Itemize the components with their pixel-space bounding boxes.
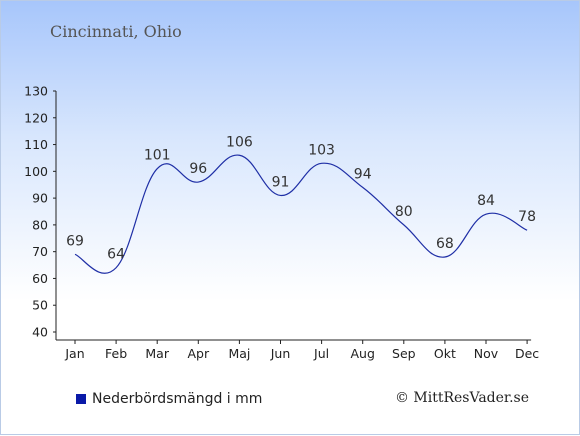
data-point (443, 256, 446, 259)
y-tick-label: 90 (32, 191, 48, 206)
legend-label: Nederbördsmängd i mm (92, 391, 263, 407)
y-tick-label: 130 (24, 84, 48, 99)
y-tick-label: 50 (32, 298, 48, 313)
x-tick-label: Apr (187, 346, 209, 361)
data-label: 80 (395, 204, 413, 220)
data-point (485, 213, 488, 216)
credit-text: © MittResVader.se (394, 390, 529, 406)
x-tick-label: Jul (313, 346, 329, 361)
data-label: 78 (518, 209, 536, 225)
data-point (115, 266, 118, 269)
data-point (361, 186, 364, 189)
chart-data-labels: 69 64 101 96 106 91 103 94 80 68 84 78 (66, 134, 536, 262)
x-tick-label: Sep (392, 346, 416, 361)
data-label: 103 (308, 142, 335, 158)
chart-axes (55, 91, 532, 341)
data-label: 101 (144, 148, 171, 164)
x-tick-label: Maj (228, 346, 250, 361)
data-label: 69 (66, 233, 84, 249)
data-point (74, 253, 77, 256)
data-point (279, 194, 282, 197)
data-point (156, 167, 159, 170)
legend: Nederbördsmängd i mm (76, 391, 262, 407)
chart-series (74, 154, 529, 274)
data-label: 84 (477, 193, 495, 209)
chart-ticks: 40 50 60 70 80 90 100 110 120 130 Jan Feb Mar Apr Maj J… (24, 84, 539, 362)
x-tick-label: Jan (64, 346, 84, 361)
chart-title: Cincinnati, Ohio (50, 22, 182, 41)
legend-swatch (76, 394, 86, 404)
data-point (320, 162, 323, 165)
data-label: 91 (272, 174, 290, 190)
data-label: 106 (226, 134, 253, 150)
x-tick-label: Feb (105, 346, 127, 361)
x-tick-label: Jun (270, 346, 291, 361)
y-tick-label: 40 (32, 325, 48, 340)
data-label: 94 (354, 166, 372, 182)
data-point (402, 223, 405, 226)
series-line (74, 154, 528, 274)
data-label: 64 (107, 247, 125, 263)
data-point (238, 154, 241, 157)
data-point (197, 181, 200, 184)
x-tick-label: Dec (515, 346, 539, 361)
y-tick-label: 100 (24, 164, 48, 179)
y-tick-label: 120 (24, 110, 48, 125)
y-tick-label: 70 (32, 244, 48, 259)
data-label: 96 (189, 161, 207, 177)
x-tick-label: Aug (350, 346, 374, 361)
y-tick-label: 110 (24, 137, 48, 152)
x-tick-label: Mar (145, 346, 169, 361)
data-label: 68 (436, 236, 454, 252)
x-tick-label: Okt (434, 346, 456, 361)
y-tick-label: 80 (32, 217, 48, 232)
y-tick-label: 60 (32, 271, 48, 286)
x-tick-label: Nov (474, 346, 499, 361)
data-point (526, 229, 529, 232)
